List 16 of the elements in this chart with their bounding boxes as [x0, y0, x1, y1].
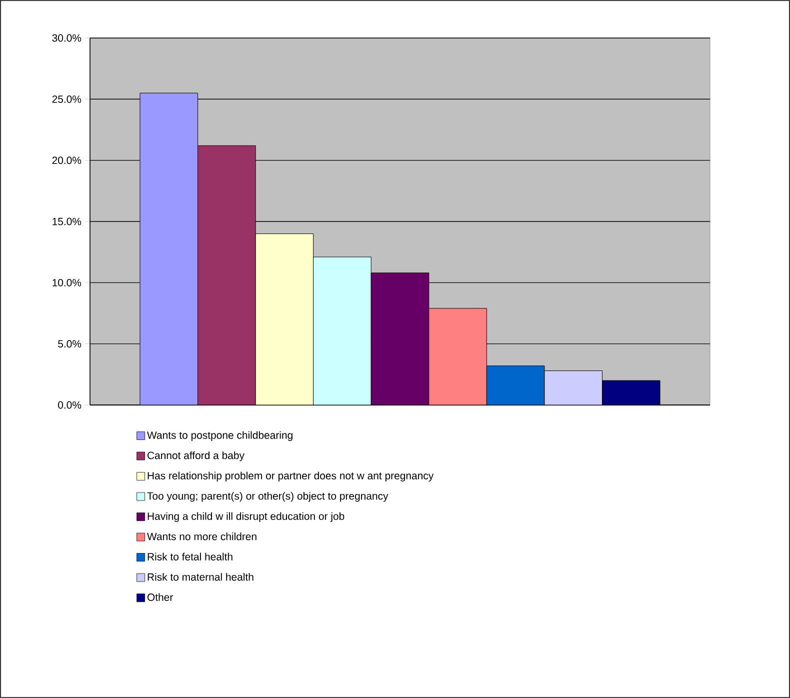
y-tick-label: 25.0%: [52, 95, 82, 103]
legend-label: Wants to postpone childbearing: [147, 431, 292, 441]
legend-label: Risk to fetal health: [148, 552, 232, 560]
legend-label: Other: [147, 593, 173, 601]
legend-label: Cannot afford a baby: [148, 451, 244, 462]
legend-label: Wants no more children: [147, 532, 256, 540]
y-tick-label: 15.0%: [52, 218, 82, 226]
y-tick-label: 0.0%: [58, 401, 82, 409]
y-tick-label: 10.0%: [52, 278, 82, 286]
y-tick-label: 30.0%: [52, 34, 82, 42]
y-tick-label: 20.0%: [52, 156, 82, 164]
legend-label: Having a child w ill disrupt education or job: [148, 512, 344, 522]
legend-label: Has relationship problem or partner does not w ant pregnancy: [148, 472, 434, 482]
y-tick-label: 5.0%: [58, 340, 82, 348]
legend-label: Too young; parent(s) or other(s) object to pregnancy: [147, 492, 388, 502]
legend-label: Risk to maternal health: [148, 573, 254, 581]
